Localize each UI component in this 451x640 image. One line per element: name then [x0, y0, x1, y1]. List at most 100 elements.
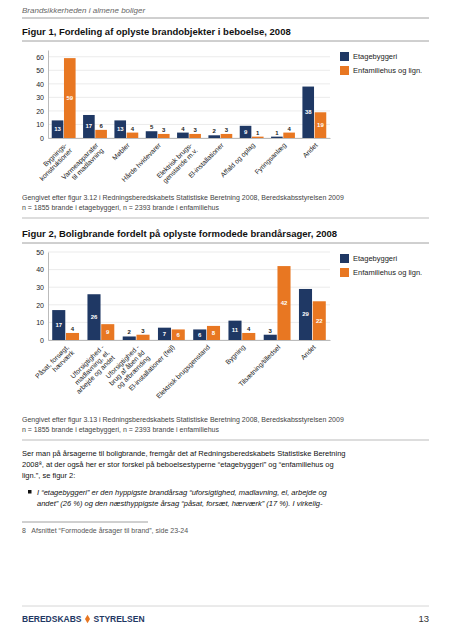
logo-text: BEREDSKABS — [22, 614, 82, 624]
bar — [172, 329, 185, 340]
tick-label: Møbler — [111, 141, 131, 161]
tick: Uforsigtighed -brug af åben ildog afbræn… — [102, 343, 152, 393]
bar — [315, 112, 327, 138]
tick-label: Hårde hvidevarer — [120, 141, 162, 183]
tick: Andet — [299, 343, 317, 361]
tick: 10 — [36, 319, 44, 326]
axis-line — [49, 138, 331, 139]
tick-label: Påsat, forsøgt,hærværk — [34, 343, 76, 385]
tick: Andet — [301, 141, 319, 159]
bar — [283, 133, 295, 138]
data-label: 2 — [128, 329, 132, 335]
legend-item: Etagebyggeri — [340, 254, 398, 263]
data-label: 13 — [54, 126, 61, 132]
chart-title: Figur 2, Boligbrande fordelt på oplyste … — [22, 228, 337, 239]
tick-label-line: genstande m.v. — [161, 147, 199, 185]
grid — [48, 252, 330, 340]
legend-swatch — [340, 254, 349, 263]
tick: Påsat, forsøgt,hærværk — [34, 343, 76, 385]
data-label: 13 — [117, 126, 124, 132]
tick-label-line: Hårde hvidevarer — [120, 141, 162, 183]
rule — [22, 41, 429, 42]
tick-label-line: Fyringsanlæg — [253, 141, 288, 176]
page: Brandsikkerheden i almene boligerFigur 1… — [0, 0, 451, 640]
data-label: 6 — [198, 332, 202, 338]
tick-label: Varmeapparatertil madlavning — [60, 141, 106, 187]
rule — [22, 18, 429, 19]
caption: n = 1855 brande i etagebyggeri, n = 2393… — [22, 204, 219, 212]
data-label: 4 — [71, 326, 75, 332]
data-label: 1 — [275, 130, 279, 136]
data-label: 3 — [141, 328, 145, 334]
bar — [87, 294, 100, 340]
tick: 0 — [40, 135, 44, 142]
tick: Bygning — [224, 343, 247, 366]
bar — [101, 324, 114, 340]
bar — [313, 301, 326, 340]
background — [0, 0, 451, 640]
axis-line — [48, 51, 49, 139]
tick-label: Uforsigtighed -brug af åben ildog afbræn… — [102, 343, 152, 393]
legend-swatch — [340, 52, 349, 61]
tick-label: 40 — [36, 81, 44, 88]
bar — [177, 133, 189, 138]
tick: Tilsætning/tilledsel — [237, 343, 282, 388]
tick-label: 0 — [40, 337, 44, 344]
bar — [158, 328, 171, 340]
data-label: 3 — [193, 127, 197, 133]
legend-label: Enfamiliehus og lign. — [353, 268, 422, 277]
tick-label: 30 — [36, 284, 44, 291]
tick-label-line: til madlavning — [70, 147, 105, 182]
tick: Fyringsanlæg — [253, 141, 288, 176]
tick-label-line: Bygning — [224, 343, 247, 366]
data-label: 4 — [247, 326, 251, 332]
legend-item: Enfamiliehus og lign. — [340, 66, 422, 75]
data-label: 6 — [99, 123, 103, 129]
x-axis: Bygnings-konstruktionerVarmeapparatertil… — [33, 139, 331, 187]
bar — [252, 137, 264, 138]
bar — [136, 335, 149, 340]
bar — [83, 115, 95, 138]
tick: 30 — [36, 94, 44, 101]
bar — [146, 131, 158, 138]
legend-label: Enfamiliehus og lign. — [353, 66, 422, 75]
data-label: 29 — [302, 311, 309, 317]
data-label: 4 — [181, 126, 185, 132]
tick-label: Andet — [301, 141, 319, 159]
bullet-text: I “etagebyggeri” er den hyppigste brandå… — [37, 488, 328, 497]
data-label: 17 — [55, 322, 62, 328]
data-label: 7 — [163, 331, 167, 337]
page-svg: Brandsikkerheden i almene boligerFigur 1… — [0, 0, 451, 640]
data-label: 5 — [150, 124, 154, 130]
tick-label: Tilsætning/tilledsel — [237, 343, 282, 388]
data-label: 1 — [256, 130, 260, 136]
tick-label: 50 — [36, 249, 44, 256]
bars — [52, 58, 327, 138]
rule — [22, 606, 429, 607]
bar — [221, 134, 233, 138]
tick: 40 — [36, 81, 44, 88]
bar — [208, 135, 220, 138]
tick-label-line: Affald og oplag — [219, 141, 257, 179]
bar — [240, 126, 252, 138]
tick-label: 20 — [36, 108, 44, 115]
data-label: 42 — [281, 300, 288, 306]
tick-label: Affald og oplag — [219, 141, 257, 179]
grid-line — [48, 70, 330, 71]
bars — [52, 266, 326, 340]
body-text: 2008⁸, at der også her er stor forskel p… — [22, 460, 334, 469]
tick-label: Andet — [299, 343, 317, 361]
legend: Etagebyggeri Enfamiliehus og lign. — [340, 254, 422, 277]
caption: Gengivet efter figur 3.13 i Redningsbere… — [22, 416, 344, 424]
tick: 50 — [36, 67, 44, 74]
plot-area: 131713542913859643331419Bygnings-konstru… — [33, 51, 422, 187]
data-label: 22 — [316, 318, 323, 324]
bar — [52, 120, 64, 138]
page-number: 13 — [418, 613, 429, 624]
footnote: 8 Afsnittet “Formodede årsager til brand… — [22, 527, 188, 535]
data-label: 9 — [106, 329, 110, 335]
axis-line — [48, 253, 49, 341]
tick-label-line: hærværk — [51, 348, 76, 373]
bar — [52, 310, 65, 340]
tick: Elektrisk brugs-genstande m.v. — [155, 141, 199, 185]
